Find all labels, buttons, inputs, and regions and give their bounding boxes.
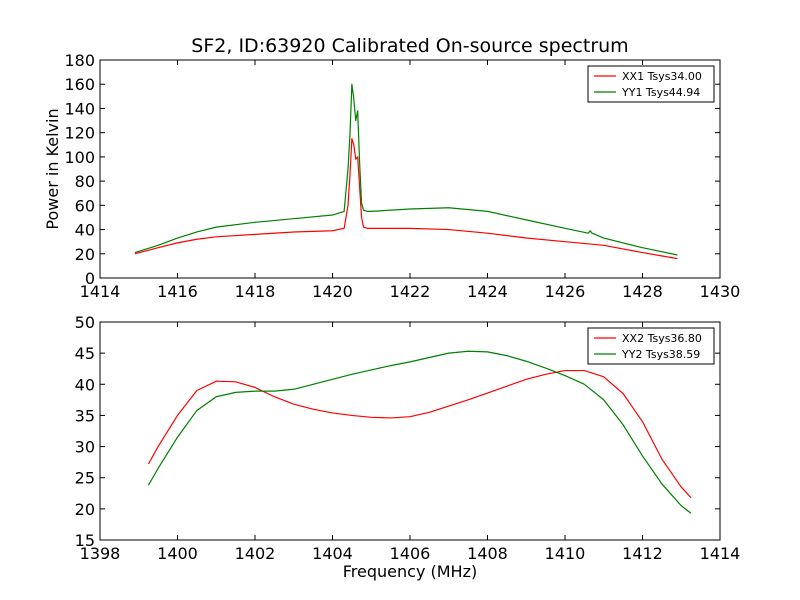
chart-1-y-tick-label: 15 xyxy=(75,531,95,550)
chart-0-x-tick-label: 1430 xyxy=(700,282,741,301)
chart-0-y-axis-label: Power in Kelvin xyxy=(43,108,62,229)
chart-0-x-tick-label: 1422 xyxy=(390,282,431,301)
chart-0-title: SF2, ID:63920 Calibrated On-source spect… xyxy=(191,35,628,57)
chart-1-x-tick-label: 1408 xyxy=(467,544,508,563)
chart-1-x-tick-label: 1402 xyxy=(235,544,276,563)
chart-1-x-tick-label: 1406 xyxy=(390,544,431,563)
chart-0-y-tick-label: 140 xyxy=(64,99,95,118)
chart-0-y-tick-label: 180 xyxy=(64,51,95,70)
chart-0-y-tick-label: 80 xyxy=(75,172,95,191)
chart-1-x-tick-label: 1404 xyxy=(312,544,353,563)
chart-1-legend-label-1: YY2 Tsys38.59 xyxy=(621,348,700,361)
chart-1-series-1-line xyxy=(147,350,692,514)
chart-1-series-0-line xyxy=(147,369,692,499)
chart-1-x-tick-label: 1410 xyxy=(545,544,586,563)
chart-0-legend-box xyxy=(587,65,715,103)
chart-1-x-tick-label: 1414 xyxy=(700,544,741,563)
bottom-chart: 1398 1400 1402 1404 1406 1408 1410 1412 1414 15 20… xyxy=(75,313,741,581)
chart-0-y-tick-label: 20 xyxy=(75,245,95,264)
chart-0-y-tick-label: 0 xyxy=(85,269,95,288)
top-chart: 1414 1416 1418 1420 1422 1424 1426 1428 1430 0 20 4… xyxy=(43,35,740,301)
chart-1-y-tick-label: 35 xyxy=(75,406,95,425)
chart-1-x-tick-label: 1412 xyxy=(622,544,663,563)
chart-0-x-tick-label: 1420 xyxy=(312,282,353,301)
chart-0-y-tick-label: 40 xyxy=(75,221,95,240)
chart-0-y-tick-label: 60 xyxy=(75,196,95,215)
chart-1-y-tick-label: 50 xyxy=(75,313,95,332)
chart-0-series-1-line xyxy=(134,83,678,256)
chart-0-x-tick-label: 1414 xyxy=(80,282,121,301)
chart-1-legend-label-0: XX2 Tsys36.80 xyxy=(622,332,702,345)
chart-1-y-tick-label: 45 xyxy=(75,344,95,363)
chart-0-series-0-line xyxy=(134,138,678,260)
chart-1-x-tick-label: 1400 xyxy=(157,544,198,563)
chart-0-legend-label-1: YY1 Tsys44.94 xyxy=(621,86,700,99)
chart-1-y-tick-label: 25 xyxy=(75,469,95,488)
chart-0-y-tick-label: 120 xyxy=(64,124,95,143)
chart-0-y-tick-label: 160 xyxy=(64,75,95,94)
chart-0-x-tick-label: 1428 xyxy=(622,282,663,301)
chart-1-x-tick-label: 1398 xyxy=(80,544,121,563)
chart-1-y-tick-label: 20 xyxy=(75,500,95,519)
chart-0-x-tick-label: 1416 xyxy=(157,282,198,301)
chart-0-x-tick-label: 1424 xyxy=(467,282,508,301)
chart-0-x-tick-label: 1418 xyxy=(235,282,276,301)
chart-0-legend: XX1 Tsys34.00 YY1 Tsys44.94 xyxy=(587,65,715,103)
chart-1-legend-box xyxy=(587,327,715,365)
chart-0-x-tick-label: 1426 xyxy=(545,282,586,301)
chart-1-legend: XX2 Tsys36.80 YY2 Tsys38.59 xyxy=(587,327,715,365)
chart-0-y-tick-label: 100 xyxy=(64,148,95,167)
chart-1-y-tick-label: 40 xyxy=(75,375,95,394)
chart-1-x-axis-label: Frequency (MHz) xyxy=(343,562,477,581)
chart-1-y-tick-label: 30 xyxy=(75,438,95,457)
chart-0-legend-label-0: XX1 Tsys34.00 xyxy=(622,70,702,83)
